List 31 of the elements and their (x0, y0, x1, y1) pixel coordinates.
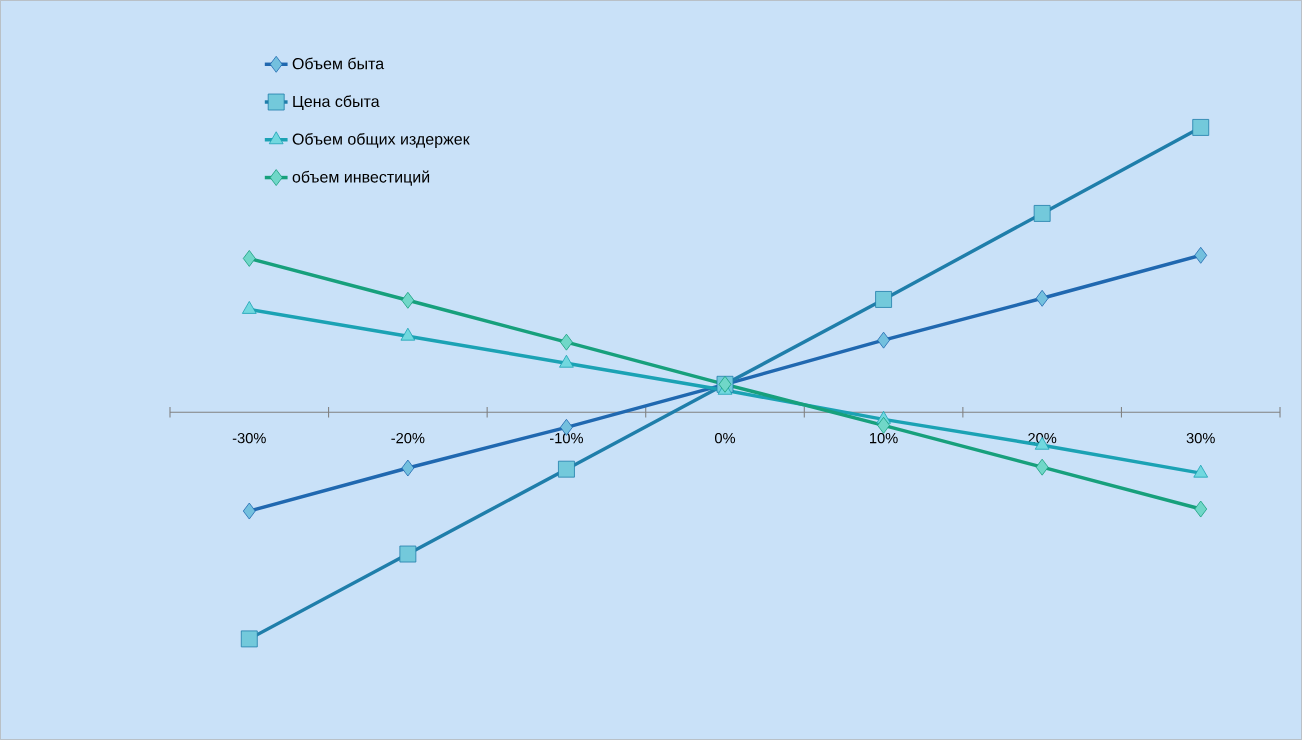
legend-label: объем инвестиций (292, 170, 430, 186)
point (559, 354, 574, 368)
point (560, 333, 573, 351)
point (1193, 464, 1209, 478)
point (1035, 289, 1049, 307)
x-tick-label: -20% (391, 432, 425, 444)
legend-label: Цена сбыта (293, 95, 380, 111)
x-tick-label: 30% (1186, 432, 1215, 444)
point (1033, 205, 1051, 222)
legend-label: Объем общих издержек (292, 132, 470, 148)
point (1035, 458, 1049, 476)
point (1192, 119, 1210, 136)
x-tick-label: -30% (232, 432, 266, 444)
point (399, 545, 417, 563)
point (401, 459, 415, 477)
point (877, 416, 890, 434)
x-tick-label: -10% (549, 432, 584, 444)
point (558, 460, 575, 478)
point (242, 250, 256, 267)
point (241, 301, 257, 314)
point (242, 502, 256, 520)
point (1194, 246, 1208, 264)
point (400, 327, 416, 341)
point (1194, 500, 1208, 518)
point (401, 291, 415, 309)
x-tick-label: 0% (714, 432, 736, 444)
point (875, 291, 892, 308)
legend-label: Объем быта (292, 57, 385, 70)
x-tick-label: 10% (870, 432, 898, 444)
point (877, 331, 890, 349)
point (240, 630, 258, 648)
